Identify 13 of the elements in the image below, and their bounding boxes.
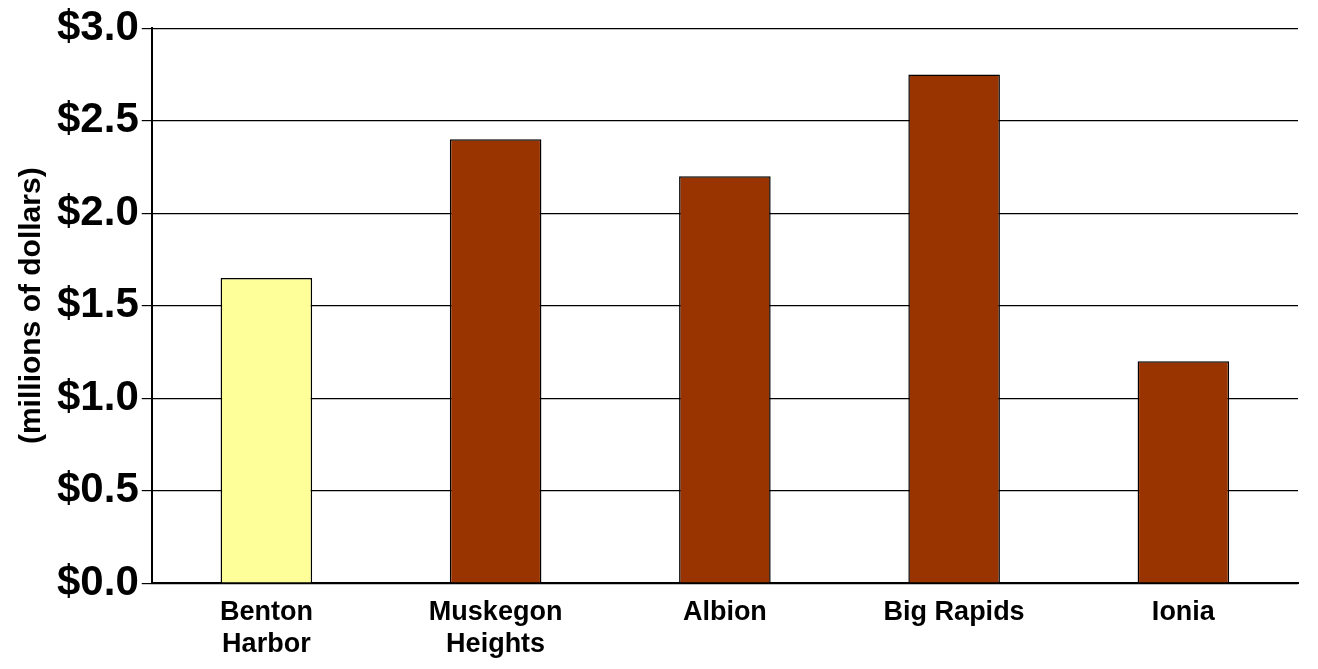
x-tick-label: Albion [682,595,767,626]
x-tick-label: Muskegon Heights [428,595,563,659]
x-tick-label: Benton Harbor [219,595,313,659]
x-tick-label: Big Rapids [883,595,1025,626]
x-tick-label: Ionia [1151,595,1216,626]
y-axis-title: (millions of dollars) [13,167,47,445]
y-tick-label: $0.0 [56,556,139,604]
y-tick-label: $2.0 [56,186,139,234]
y-tick-label: $1.5 [56,279,139,327]
y-tick-label: $3.0 [56,1,139,49]
y-tick-label: $2.5 [56,94,139,142]
y-tick-label: $0.5 [56,464,139,512]
y-tick-label: $1.0 [56,371,139,419]
